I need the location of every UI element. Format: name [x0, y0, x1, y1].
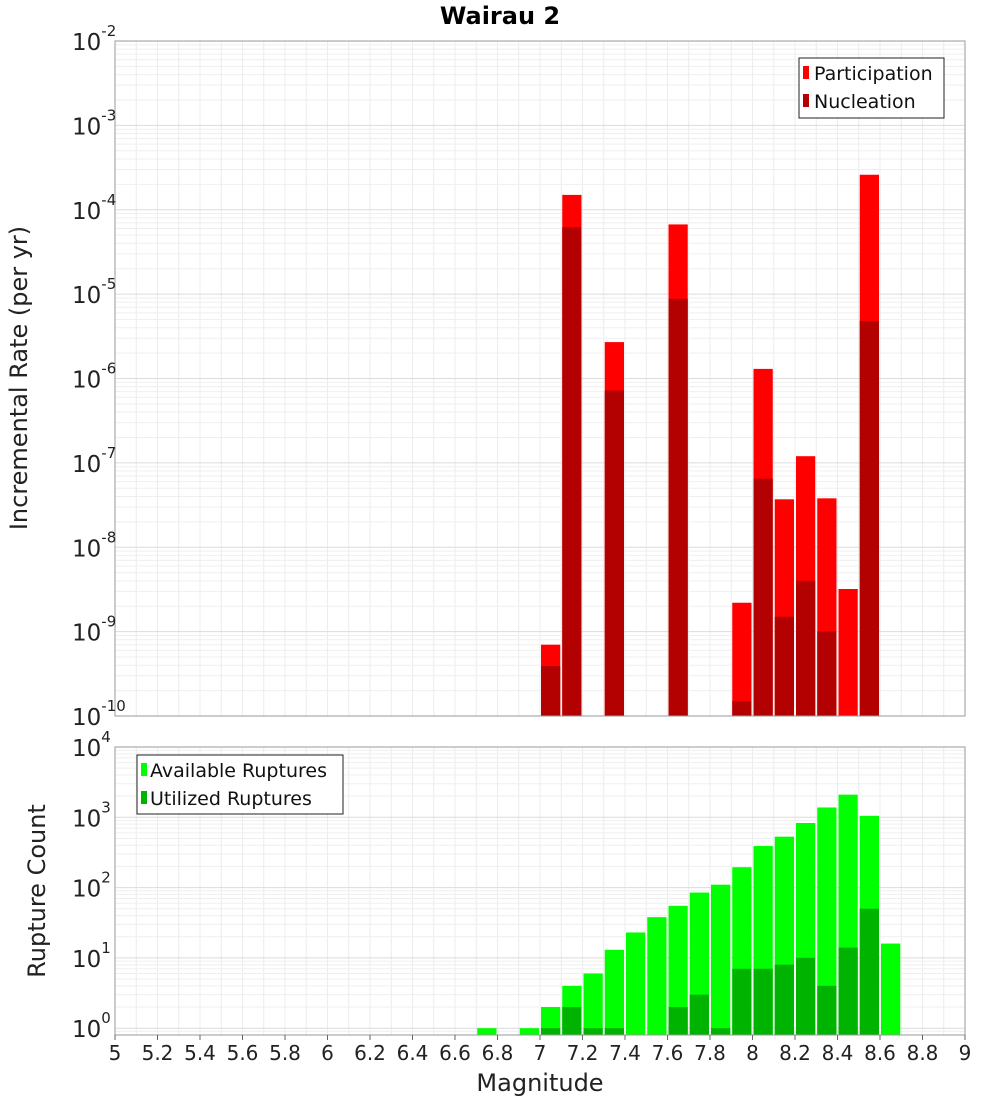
rate-panel: 10-10 10-9 10-8 10-7 10-6 10-5 10-4 10-3 10-2 In…: [5, 22, 966, 731]
nucleation-bar: [604, 390, 624, 716]
utilized-ruptures-bar: [689, 994, 709, 1035]
nucleation-bar: [732, 701, 752, 716]
x-tick-label: 6.4: [397, 1041, 429, 1065]
x-tick-label: 7.8: [694, 1041, 726, 1065]
rate-y-tick-label: 10-2: [72, 22, 116, 56]
utilized-ruptures-bar: [668, 1007, 688, 1035]
x-tick-label: 8: [746, 1041, 759, 1065]
utilized-ruptures-bar: [774, 964, 794, 1035]
nucleation-bar: [562, 227, 582, 716]
x-tick-label: 5.6: [227, 1041, 259, 1065]
available-ruptures-bar: [477, 1028, 497, 1035]
count-y-axis-title: Rupture Count: [23, 804, 51, 978]
utilized-ruptures-bar: [796, 957, 816, 1035]
x-tick-label: 8.2: [779, 1041, 811, 1065]
x-tick-label: 5.2: [142, 1041, 174, 1065]
rate-y-tick-label: 10-4: [72, 191, 116, 225]
rate-y-ticks: 10-10 10-9 10-8 10-7 10-6 10-5 10-4 10-3 10-2: [72, 22, 126, 731]
nucleation-bar: [796, 580, 816, 716]
available-ruptures-bar: [668, 905, 688, 1035]
nucleation-bar: [753, 478, 773, 716]
rate-y-tick-label: 10-10: [72, 697, 126, 731]
available-ruptures-bar: [541, 1007, 561, 1035]
utilized-ruptures-bar: [753, 968, 773, 1035]
count-y-tick-label: 104: [72, 728, 111, 762]
x-tick-label: 7.4: [609, 1041, 641, 1065]
magnitude-x-ticks: 5 5.2 5.4 5.6 5.8 6 6.2 6.4 6.6 6.8 7 7.2 7.4 7.6 7.8 8…: [109, 1035, 972, 1065]
utilized-ruptures-bar: [541, 1028, 561, 1035]
rate-grid: [115, 40, 965, 717]
count-y-tick-label: 103: [72, 798, 111, 832]
available-ruptures-bar: [604, 949, 624, 1035]
participation-legend-label: Participation: [814, 63, 933, 85]
available-ruptures-bar: [711, 884, 731, 1035]
x-tick-label: 6.6: [439, 1041, 471, 1065]
nucleation-legend-label: Nucleation: [814, 91, 916, 113]
x-tick-label: 6: [321, 1041, 334, 1065]
count-y-tick-label: 101: [72, 939, 111, 973]
utilized-ruptures-bar: [838, 947, 858, 1035]
x-tick-label: 5: [109, 1041, 122, 1065]
nucleation-bar: [668, 298, 688, 716]
rate-y-tick-label: 10-7: [72, 444, 116, 478]
utilized-ruptures-bar: [583, 1028, 603, 1035]
available-ruptures-bar: [583, 973, 603, 1035]
rate-y-tick-label: 10-5: [72, 275, 116, 309]
rate-plot-frame: [114, 40, 966, 717]
participation-bar: [732, 602, 752, 716]
count-legend-box: [136, 754, 344, 815]
rate-y-tick-label: 10-9: [72, 613, 116, 647]
count-y-ticks: 100 101 102 103 104: [72, 728, 111, 1043]
x-tick-label: 8.4: [822, 1041, 854, 1065]
count-y-tick-label: 100: [72, 1009, 111, 1043]
nucleation-bar: [774, 616, 794, 716]
nucleation-legend-swatch: [803, 94, 809, 107]
available-ruptures-bar: [519, 1028, 539, 1035]
x-tick-label: 5.4: [184, 1041, 216, 1065]
count-bars: [477, 794, 901, 1035]
available-legend-label: Available Ruptures: [150, 760, 327, 782]
rate-legend: Participation Nucleation: [798, 57, 945, 119]
count-panel: 100 101 102 103 104 5 5.2 5.4 5.6 5.8 6 6.2 6.4 6.6 6…: [23, 728, 971, 1097]
x-tick-label: 6.8: [482, 1041, 514, 1065]
rate-bars: [541, 174, 879, 717]
available-ruptures-bar: [626, 932, 646, 1035]
rate-y-tick-label: 10-3: [72, 106, 116, 140]
x-tick-label: 7: [534, 1041, 547, 1065]
available-ruptures-bar: [817, 807, 837, 1035]
utilized-ruptures-bar: [604, 1028, 624, 1035]
utilized-legend-swatch: [141, 791, 147, 804]
utilized-ruptures-bar: [562, 1007, 582, 1035]
nucleation-bar: [817, 631, 837, 716]
available-ruptures-bar: [881, 943, 901, 1035]
x-tick-label: 6.2: [354, 1041, 386, 1065]
rate-y-tick-label: 10-6: [72, 360, 116, 394]
x-tick-label: 9: [959, 1041, 972, 1065]
available-legend-swatch: [141, 763, 147, 776]
magnitude-x-axis-title: Magnitude: [476, 1069, 603, 1097]
utilized-ruptures-bar: [732, 968, 752, 1035]
utilized-ruptures-bar: [711, 1028, 731, 1035]
nucleation-bar: [541, 666, 561, 716]
count-legend: Available Ruptures Utilized Ruptures: [136, 754, 344, 815]
utilized-ruptures-bar: [817, 985, 837, 1035]
utilized-legend-label: Utilized Ruptures: [150, 788, 312, 810]
count-y-tick-label: 102: [72, 869, 111, 903]
nucleation-bar: [859, 321, 879, 716]
utilized-ruptures-bar: [859, 908, 879, 1035]
x-tick-label: 7.2: [567, 1041, 599, 1065]
x-tick-label: 8.6: [864, 1041, 896, 1065]
participation-bar: [838, 589, 858, 716]
participation-legend-swatch: [803, 66, 809, 79]
rate-y-axis-title: Incremental Rate (per yr): [5, 226, 33, 530]
available-ruptures-bar: [647, 917, 667, 1035]
x-tick-label: 7.6: [652, 1041, 684, 1065]
rate-legend-box: [798, 57, 945, 119]
chart-title: Wairau 2: [440, 2, 560, 30]
x-tick-label: 8.8: [907, 1041, 939, 1065]
x-tick-label: 5.8: [269, 1041, 301, 1065]
rate-y-tick-label: 10-8: [72, 528, 116, 562]
